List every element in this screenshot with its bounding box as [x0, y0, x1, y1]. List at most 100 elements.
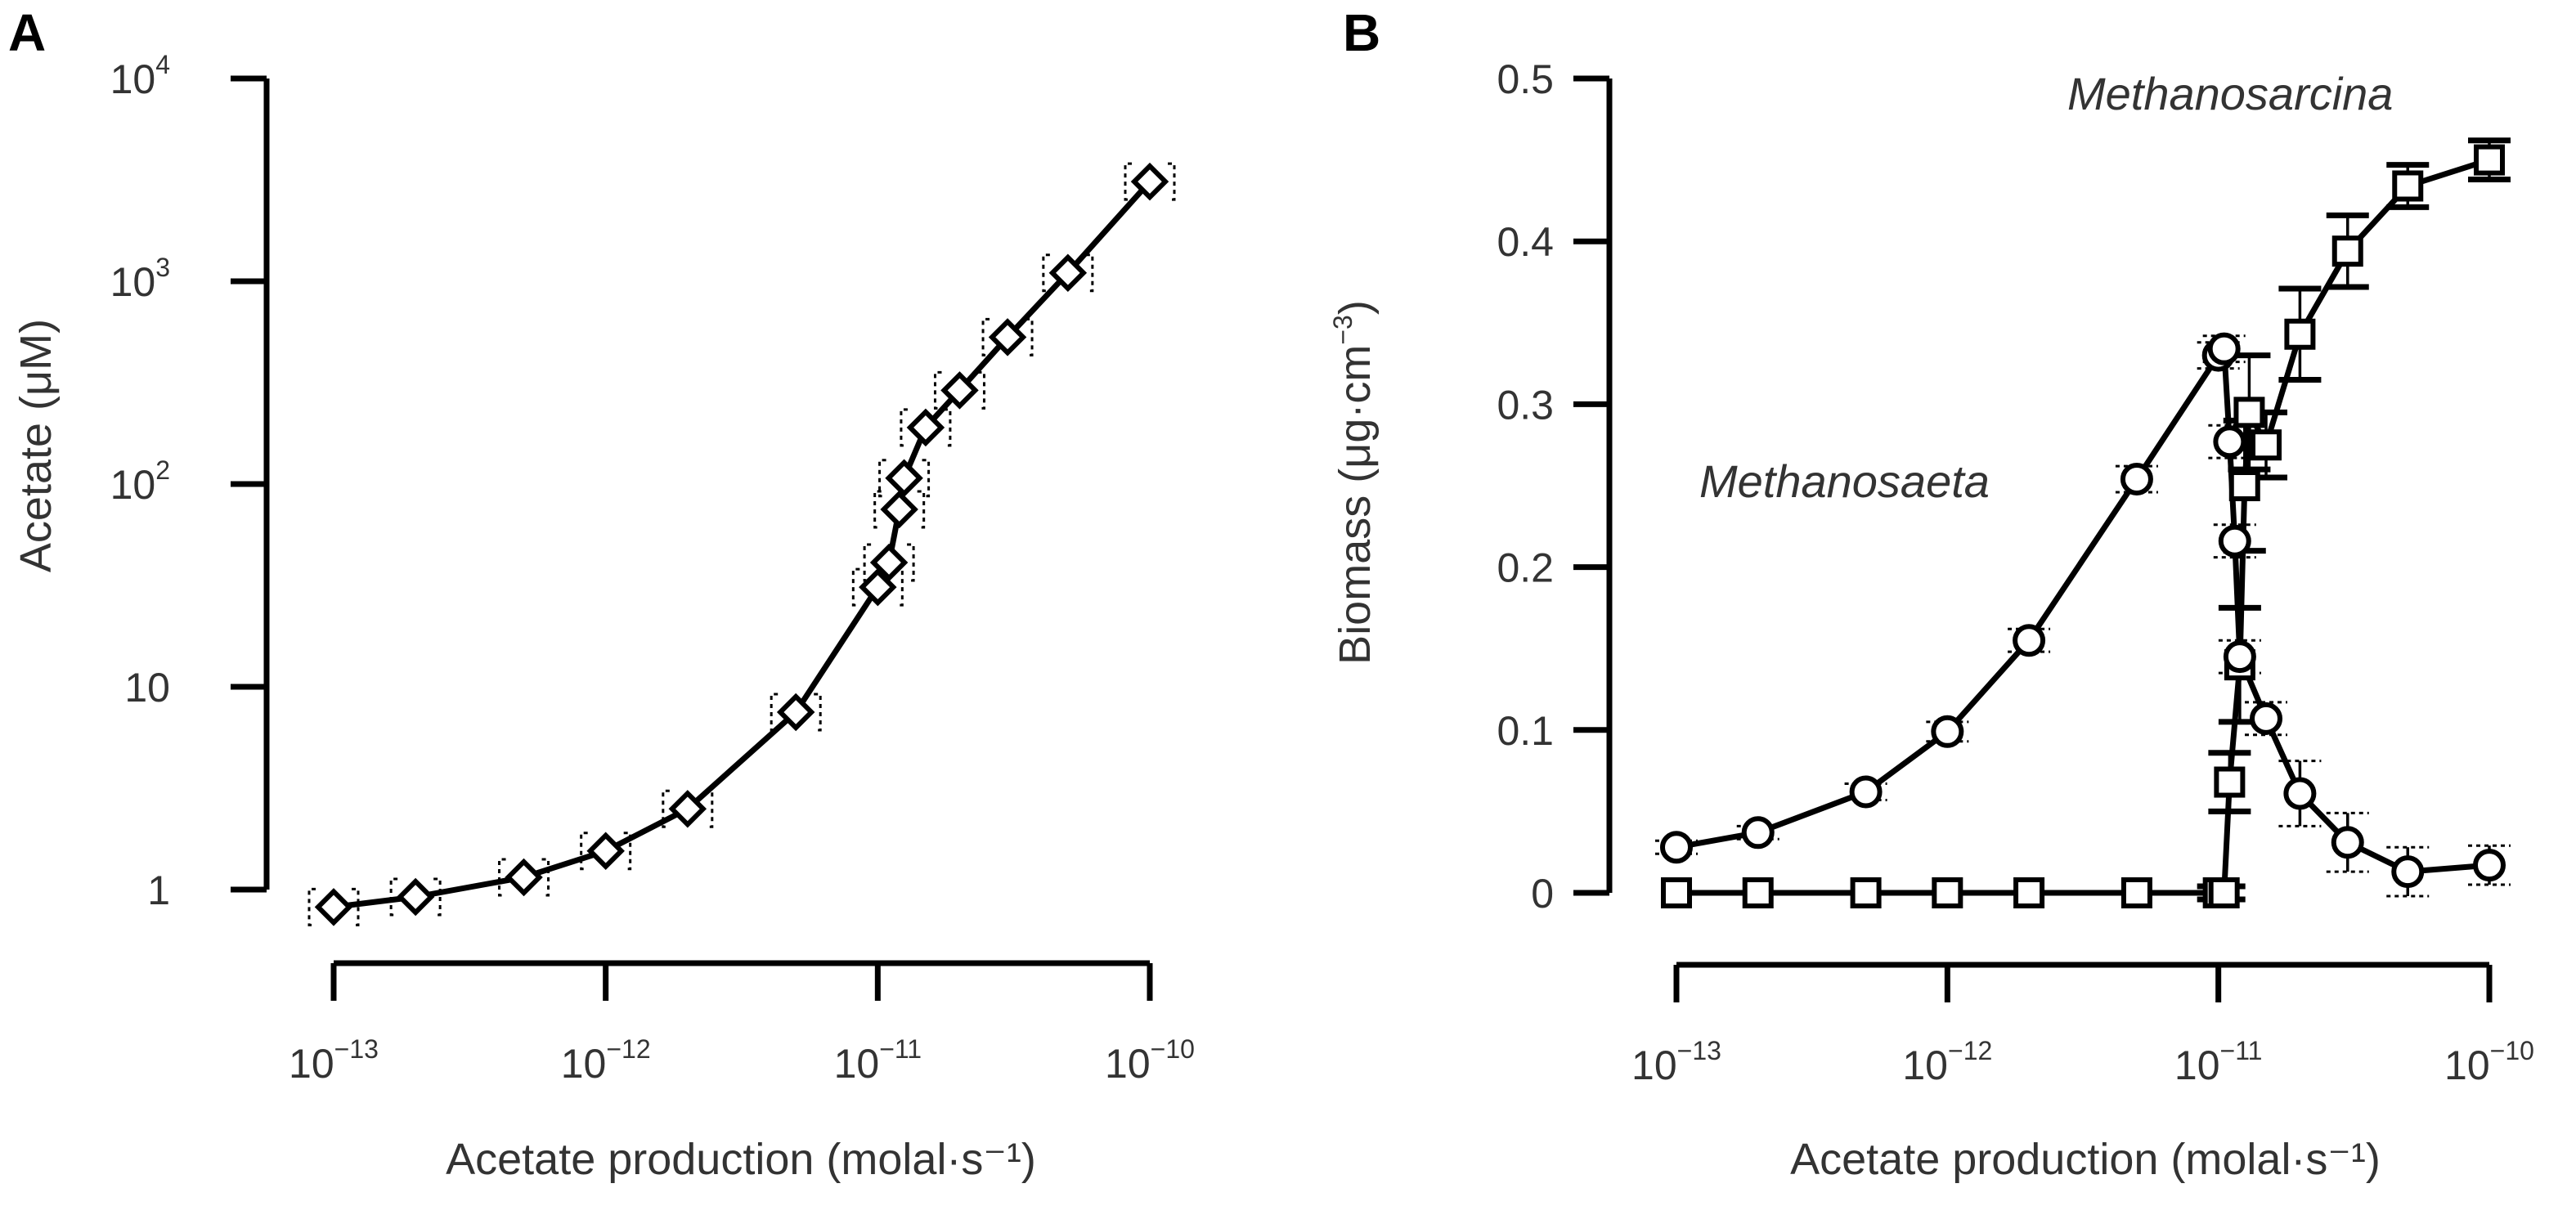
panel-a-error-bar [873, 490, 926, 529]
panel-a-error-bar [389, 877, 442, 917]
panel-b-square-marker [2214, 766, 2246, 798]
panel-a-error-bar [498, 858, 550, 897]
panel-b-square-marker [2251, 429, 2282, 461]
panel-a-y-tick-label: 102 [110, 455, 170, 508]
panel-b-x-tick-label: 10−12 [1902, 1036, 1992, 1088]
annotation-methanosarcina: Methanosarcina [2067, 68, 2393, 119]
panel-b-circle-marker [2218, 524, 2251, 558]
panel-b-ticks: 0 0.1 0.2 0.3 0.4 0.5 [1497, 56, 1609, 917]
panel-a-diamond-marker [906, 408, 945, 447]
panel-a-error-bar [307, 887, 360, 926]
panel-b-square-marker [1932, 877, 1963, 908]
panel-b-methanosaeta-line [1676, 346, 2490, 875]
panel-a-x-tick-label: 10−12 [561, 1034, 651, 1087]
panel-a-diamond-marker [776, 693, 815, 732]
panel-b-circle-marker [1660, 831, 1693, 864]
panel-b-y-tick-label: 0.5 [1497, 56, 1554, 102]
panel-a-diamond-marker [586, 832, 625, 871]
panel-a-x-tick-label: 10−11 [834, 1034, 922, 1087]
panel-b-methanosarcina-line [1676, 157, 2491, 896]
panel-a-diamond-marker [885, 459, 923, 497]
panel-a-diamond-marker [505, 858, 543, 897]
panel-b-circle-marker [2250, 702, 2283, 735]
panel-a-diamond-marker [314, 888, 353, 926]
panel-b-circle-marker [2283, 777, 2317, 810]
panel-a-y-tick-label: 1 [147, 868, 170, 913]
panel-b-y-tick-label: 0.3 [1497, 382, 1554, 428]
panel-b-y-tick-label: 0 [1531, 871, 1554, 917]
panel-b-circle-marker [2391, 855, 2425, 889]
panel-b-x-tick-label: 10−10 [2444, 1036, 2534, 1088]
panel-b-x-tick-label: 10−11 [2174, 1036, 2263, 1088]
panel-a-x-axis-label: Acetate production (molal·s⁻¹) [446, 1135, 1036, 1184]
panel-a-y-axis-label: Acetate (μM) [11, 319, 61, 572]
panel-a-series [307, 162, 1176, 926]
panel-a-error-bar [981, 317, 1034, 356]
panel-b-square-marker [2233, 397, 2265, 428]
panel-b-square-marker [1661, 877, 1692, 908]
panel-a-diamond-marker [988, 318, 1027, 356]
panel-b-square-marker [1850, 877, 1882, 908]
panel-b-square-marker [2392, 170, 2424, 202]
panel-a-y-tick-label: 10 [124, 665, 170, 711]
panel-b-y-axis-label-sup: −3 [1328, 315, 1358, 344]
panel-a-error-bar [1042, 253, 1094, 293]
panel-b-circle-marker [1741, 816, 1775, 850]
panel-b-circle-marker [2120, 463, 2153, 496]
panel-a-error-bar [863, 543, 915, 582]
panel-a-x-tick-label: 10−13 [289, 1034, 379, 1087]
panel-a-axes: 10−13 10−12 10−11 10−10 [263, 78, 1195, 1087]
panel-a-diamond-marker [1048, 253, 1088, 292]
panel-a-diamond-marker [880, 490, 918, 529]
panel-b-axes: 10−13 10−12 10−11 10−10 [1606, 78, 2534, 1088]
panel-b-circle-marker [2331, 826, 2364, 859]
panel-b-square-marker [2208, 877, 2240, 908]
panel-a-diamond-marker [859, 567, 897, 607]
panel-a-error-bar [662, 789, 714, 828]
panel-b-y-axis-label: Biomass (μg·cm−3) [1328, 300, 1380, 665]
panel-b-square-marker [2331, 235, 2363, 267]
panel-b-y-tick-label: 0.1 [1497, 708, 1554, 754]
panel-b-y-tick-label: 0.2 [1497, 545, 1554, 591]
panel-a-error-bar [933, 370, 985, 410]
annotation-methanosaeta: Methanosaeta [1699, 455, 1990, 507]
panel-a-error-bar [878, 459, 931, 498]
panel-b-x-tick-label: 10−13 [1631, 1036, 1721, 1088]
panel-b-circle-marker [1931, 715, 1964, 748]
panel-b-square-marker [2474, 144, 2505, 176]
panel-b-series [1655, 137, 2511, 908]
panel-a: A 10−13 10−12 10−11 10−10 1 10 102 103 104 Acet… [8, 3, 1195, 1184]
panel-b-square-marker [2284, 318, 2316, 350]
panel-a-letter: A [8, 3, 46, 62]
panel-a-diamond-marker [869, 543, 909, 582]
panel-b-y-axis-label-prefix: Biomass (μg·cm [1331, 345, 1380, 665]
panel-a-series-line [333, 179, 1152, 910]
panel-a-diamond-marker [396, 877, 435, 917]
panel-b: B 10−13 10−12 10−11 10−10 00.10.20.30.40.5 … [1328, 3, 2534, 1184]
panel-a-diamond-marker [1130, 162, 1169, 201]
panel-b-circle-marker [1849, 775, 1883, 809]
panel-a-y-tick-label: 104 [110, 50, 170, 102]
panel-b-square-marker [2013, 877, 2045, 908]
panel-a-error-bar [900, 408, 952, 447]
panel-b-y-tick-label: 0.4 [1497, 219, 1554, 265]
panel-a-diamond-marker [940, 371, 979, 410]
panel-b-circle-marker [2213, 425, 2246, 459]
panel-b-circle-marker [2207, 332, 2241, 365]
panel-a-error-bar [580, 832, 632, 871]
panel-a-error-bar [770, 693, 822, 732]
panel-b-square-marker [2228, 470, 2260, 501]
panel-a-y-tick-label: 103 [110, 253, 170, 305]
panel-b-circle-marker [2013, 624, 2046, 657]
panel-a-x-tick-label: 10−10 [1105, 1034, 1195, 1087]
panel-b-y-axis-label-suffix: ) [1331, 300, 1380, 315]
panel-b-circle-marker [2223, 640, 2256, 674]
panel-a-diamond-marker [668, 790, 707, 828]
panel-a-ticks: 1 10 102 103 104 [110, 50, 267, 913]
panel-b-square-marker [2120, 877, 2152, 908]
panel-b-square-marker [1742, 877, 1774, 908]
panel-b-x-axis-label: Acetate production (molal·s⁻¹) [1790, 1135, 2381, 1184]
panel-b-circle-marker [2473, 849, 2506, 882]
panel-a-error-bar [1124, 162, 1176, 201]
